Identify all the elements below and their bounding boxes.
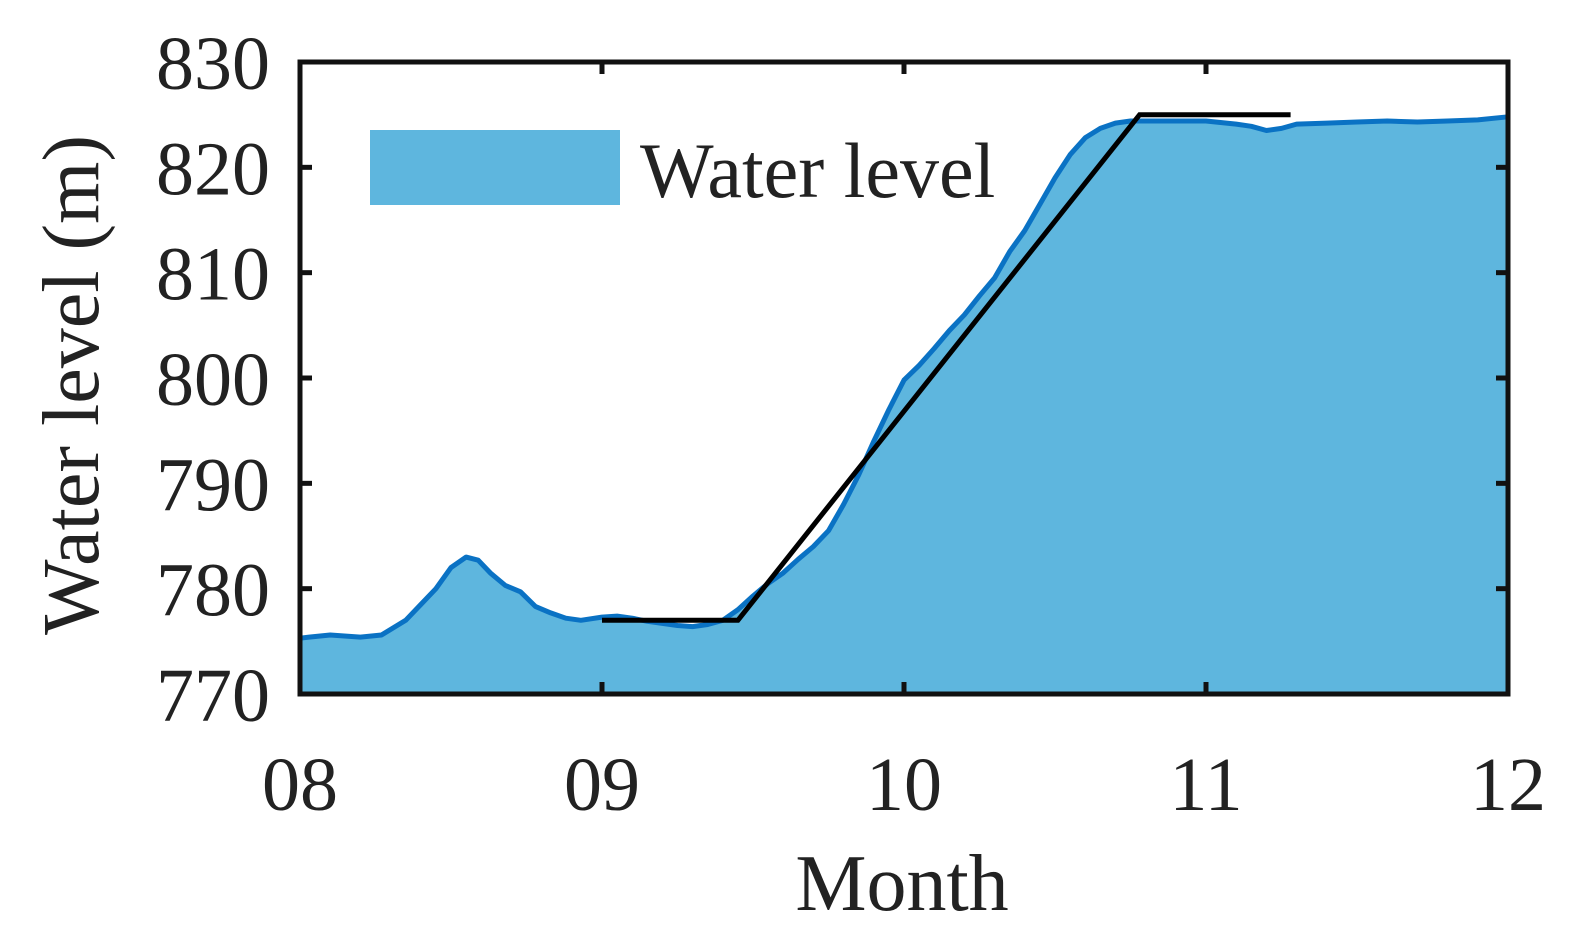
y-tick-label: 790 (156, 443, 270, 527)
legend-swatch (370, 130, 620, 205)
trend-line (602, 112, 1291, 623)
x-axis-title: Month (795, 840, 1008, 928)
y-tick-label: 770 (156, 654, 270, 738)
water-level-area (300, 116, 1508, 695)
x-tick-label: 12 (1470, 743, 1546, 827)
x-tick-label: 09 (564, 743, 640, 827)
axes-layer: 08 09 10 11 12 770 780 790 800 810 820 830 (156, 22, 1546, 827)
y-tick-label: 820 (156, 127, 270, 211)
x-tick-label: 10 (866, 743, 942, 827)
legend-label: Water level (640, 127, 995, 214)
plot-layer (299, 112, 1509, 695)
legend: Water level (370, 127, 995, 214)
x-tick-label: 08 (262, 743, 338, 827)
plot-frame (297, 59, 1511, 697)
y-axis-title: Water level (m) (28, 135, 116, 635)
y-tick-label: 830 (156, 22, 270, 106)
y-tick-label: 810 (156, 233, 270, 317)
y-tick-label: 800 (156, 338, 270, 422)
x-tick-label: 11 (1169, 743, 1242, 827)
water-level-line (299, 114, 1509, 641)
y-tick-label: 780 (156, 549, 270, 633)
